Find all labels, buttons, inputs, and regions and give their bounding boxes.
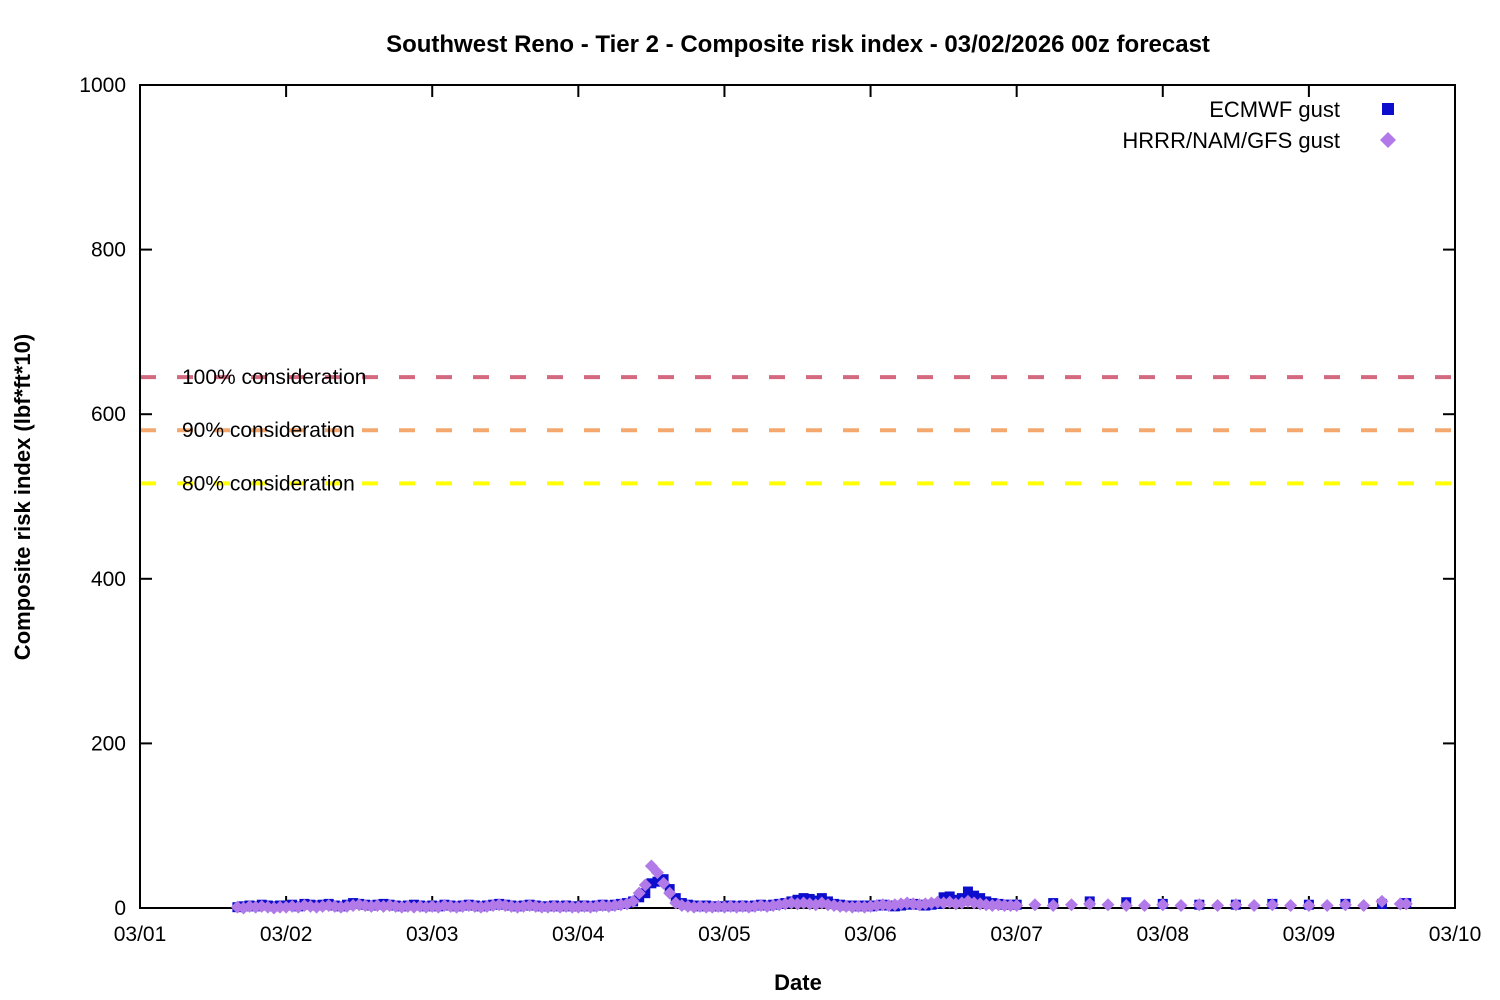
plot-area: 100% consideration 90% consideration 80% c…: [79, 74, 1481, 946]
hrrr-point: [1192, 898, 1206, 912]
x-tick-label: 03/07: [990, 923, 1043, 946]
threshold-label-100: 100% consideration: [182, 366, 366, 389]
legend-label-ecmwf: ECMWF gust: [1209, 97, 1340, 122]
x-tick-label: 03/06: [844, 923, 897, 946]
x-tick-label: 03/09: [1283, 923, 1336, 946]
ecmwf-point: [646, 878, 657, 889]
ecmwf-point: [962, 886, 973, 897]
x-tick-label: 03/03: [406, 923, 459, 946]
hrrr-point: [1156, 898, 1170, 912]
y-tick-label: 800: [91, 239, 126, 262]
threshold-label-90: 90% consideration: [182, 419, 355, 442]
y-tick-label: 1000: [79, 74, 126, 97]
x-tick-label: 03/02: [260, 923, 313, 946]
hrrr-point: [1375, 894, 1389, 908]
chart-title: Southwest Reno - Tier 2 - Composite risk…: [386, 31, 1210, 58]
legend-label-hrrr: HRRR/NAM/GFS gust: [1122, 128, 1340, 153]
y-tick-label: 400: [91, 568, 126, 591]
hrrr-point: [650, 866, 664, 880]
hrrr-point: [1138, 899, 1152, 913]
hrrr-point: [1028, 898, 1042, 912]
y-axis-label: Composite risk index (lbf*ft*10): [10, 334, 35, 660]
hrrr-point: [1247, 899, 1261, 913]
hrrr-point: [657, 876, 671, 890]
hrrr-point: [1229, 898, 1243, 912]
hrrr-point: [632, 886, 646, 900]
legend-marker-square: [1382, 103, 1394, 115]
hrrr-point: [1119, 899, 1133, 913]
hrrr-point: [1320, 899, 1334, 913]
y-tick-label: 200: [91, 732, 126, 755]
x-tick-label: 03/05: [698, 923, 751, 946]
hrrr-point: [663, 886, 677, 900]
x-tick-label: 03/08: [1136, 923, 1189, 946]
x-tick-label: 03/04: [552, 923, 605, 946]
hrrr-point: [1211, 899, 1225, 913]
legend-marker-diamond: [1380, 132, 1396, 148]
hrrr-point: [1357, 899, 1371, 913]
hrrr-point: [638, 878, 652, 892]
ecmwf-point: [969, 890, 980, 901]
y-tick-label: 600: [91, 403, 126, 426]
hrrr-point: [1101, 898, 1115, 912]
hrrr-point: [1399, 897, 1413, 911]
hrrr-point: [1064, 898, 1078, 912]
x-tick-label: 03/01: [114, 923, 167, 946]
hrrr-point: [1265, 898, 1279, 912]
plot-border: [139, 84, 1456, 909]
hrrr-point: [1338, 898, 1352, 912]
hrrr-point: [1010, 899, 1024, 913]
hrrr-point: [1174, 899, 1188, 913]
ecmwf-point: [652, 876, 663, 887]
hrrr-point: [1284, 899, 1298, 913]
hrrr-point: [1083, 897, 1097, 911]
y-tick-label: 0: [114, 897, 126, 920]
hrrr-point: [1046, 899, 1060, 913]
hrrr-point: [1302, 899, 1316, 913]
x-axis-label: Date: [774, 970, 822, 995]
hrrr-point: [243, 899, 257, 913]
threshold-label-80: 80% consideration: [182, 472, 355, 495]
x-tick-label: 03/10: [1429, 923, 1482, 946]
hrrr-point: [626, 894, 640, 908]
